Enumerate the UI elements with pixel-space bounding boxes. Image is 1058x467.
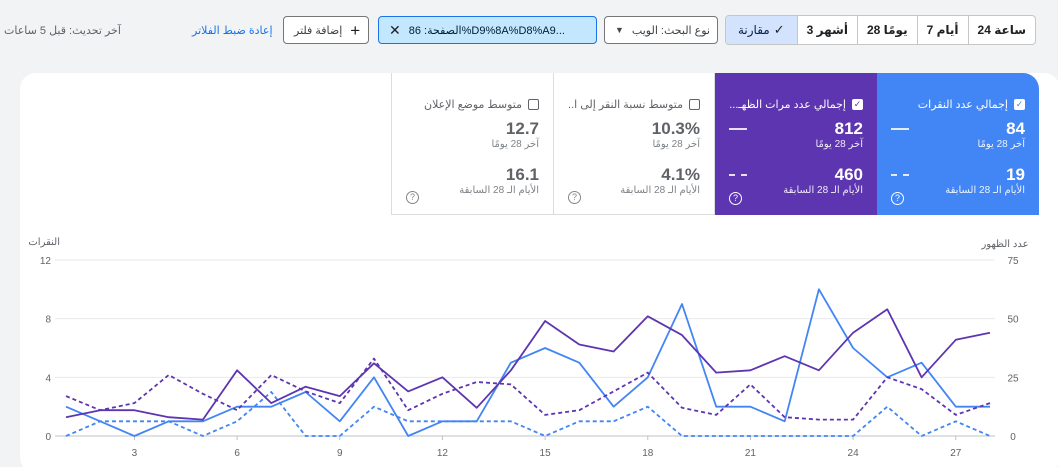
page-filter-chip[interactable]: ✕ الصفحة: 86%D9%8A%D8%A9... [378, 16, 597, 44]
metric-current: 84 آخر 28 يومًا [891, 119, 1025, 159]
last-update-text: آخر تحديث: قبل 5 ساعات [4, 25, 121, 37]
add-filter-button[interactable]: إضافة فلتر + [283, 16, 369, 44]
metric-current-value: 812 [834, 119, 863, 138]
y-left-axis-label: النقرات [28, 237, 60, 248]
metric-title: إجمالي عدد النقرات [917, 98, 1008, 111]
dropdown-arrow-icon: ▼ [615, 25, 624, 35]
metric-previous-label: الأيام الـ 28 السابقة [783, 185, 863, 196]
performance-card: ✓ إجمالي عدد النقرات 84 آخر 28 يومًا 19 … [20, 73, 1058, 467]
metric-title: إجمالي عدد مرات الظهـ... [729, 98, 846, 111]
x-tick-label: 15 [540, 448, 552, 459]
metric-previous-value: 19 [1006, 165, 1025, 184]
compare-button[interactable]: مقارنة ✓ [725, 16, 797, 44]
y-right-tick-label: 0 [1010, 432, 1016, 443]
range-28d[interactable]: 28 يومًا [856, 16, 917, 44]
metric-header: متوسط نسبة النقر إلى ا... [568, 95, 700, 113]
y-left-tick-label: 8 [45, 315, 51, 326]
y-left-tick-label: 4 [45, 373, 51, 384]
metric-previous-value: 16.1 [505, 165, 539, 184]
x-tick-label: 18 [642, 448, 654, 459]
range-24h[interactable]: 24 ساعة [967, 16, 1035, 44]
chart-ticks: 0 4 8 12 0 25 50 75 3 6 9 12 15 18 21 24 27 [40, 256, 1019, 459]
metric-average-position[interactable]: متوسط موضع الإعلان 12.7 آخر 28 يومًا 16.… [391, 73, 553, 215]
range-3m[interactable]: 3 أشهر [796, 16, 857, 44]
help-icon[interactable]: ? [891, 192, 904, 205]
solid-line-legend-icon [729, 128, 747, 130]
metric-current: 812 آخر 28 يومًا [729, 119, 863, 159]
y-right-axis-label: عدد الظهور [980, 239, 1028, 250]
y-left-tick-label: 12 [40, 256, 52, 267]
x-tick-label: 9 [337, 448, 343, 459]
metric-title: متوسط نسبة النقر إلى ا... [568, 98, 683, 111]
metric-current: 10.3% آخر 28 يومًا [568, 119, 700, 159]
y-right-tick-label: 50 [1007, 315, 1019, 326]
metric-header: متوسط موضع الإعلان [406, 95, 539, 113]
checkbox-checked-icon[interactable]: ✓ [852, 98, 863, 110]
metric-total-impressions[interactable]: ✓ إجمالي عدد مرات الظهـ... 812 آخر 28 يو… [715, 73, 877, 215]
dashed-line-legend-icon [729, 174, 747, 176]
metric-previous: 19 الأيام الـ 28 السابقة [891, 165, 1025, 205]
y-left-tick-label: 0 [45, 432, 51, 443]
dashed-line-legend-icon [891, 174, 909, 176]
clicks-previous-line [65, 391, 991, 437]
compare-label: مقارنة [737, 23, 770, 37]
x-tick-label: 3 [132, 448, 138, 459]
clicks-current-line [65, 288, 990, 437]
metric-header: ✓ إجمالي عدد النقرات [891, 95, 1025, 113]
check-icon: ✓ [773, 22, 785, 37]
y-right-tick-label: 25 [1007, 373, 1019, 384]
impressions-previous-line [65, 357, 991, 421]
metric-previous-value: 460 [834, 165, 863, 184]
help-icon[interactable]: ? [568, 191, 581, 204]
metric-current-label: آخر 28 يومًا [977, 139, 1025, 150]
page-filter-label: الصفحة: 86%D9%8A%D8%A9... [408, 24, 565, 37]
metric-current-value: 12.7 [505, 119, 539, 138]
checkbox-unchecked-icon[interactable] [689, 98, 700, 110]
metric-title: متوسط موضع الإعلان [424, 98, 522, 111]
metric-current-label: آخر 28 يومًا [652, 139, 700, 150]
x-tick-label: 24 [848, 448, 860, 459]
metric-previous-value: 4.1% [661, 165, 700, 184]
metric-current-label: آخر 28 يومًا [815, 139, 863, 150]
metric-previous: 4.1% الأيام الـ 28 السابقة [568, 165, 700, 205]
close-icon[interactable]: ✕ [389, 21, 401, 38]
solid-line-legend-icon [891, 128, 909, 130]
search-type-filter[interactable]: ▼ نوع البحث: الويب [604, 16, 718, 44]
impressions-current-line [65, 308, 991, 421]
metric-header: ✓ إجمالي عدد مرات الظهـ... [729, 95, 863, 113]
metric-current-value: 10.3% [651, 119, 700, 138]
chart-series [65, 288, 991, 437]
x-tick-label: 21 [745, 448, 757, 459]
range-7d[interactable]: 7 أيام [916, 16, 968, 44]
metric-current-value: 84 [1006, 119, 1025, 138]
performance-chart[interactable]: 0 4 8 12 0 25 50 75 3 6 9 12 15 18 21 24 27 النقرات عدد … [0, 233, 1058, 467]
help-icon[interactable]: ? [406, 191, 419, 204]
metric-previous: 16.1 الأيام الـ 28 السابقة [406, 165, 539, 205]
metric-previous-label: الأيام الـ 28 السابقة [620, 185, 700, 196]
x-tick-label: 12 [437, 448, 449, 459]
plus-icon: + [350, 20, 361, 40]
metric-previous: 460 الأيام الـ 28 السابقة [729, 165, 863, 205]
y-right-tick-label: 75 [1007, 256, 1019, 267]
add-filter-label: إضافة فلتر [294, 24, 343, 37]
help-icon[interactable]: ? [729, 192, 742, 205]
search-type-label: نوع البحث: الويب [631, 24, 710, 37]
x-tick-label: 6 [234, 448, 240, 459]
metric-average-ctr[interactable]: متوسط نسبة النقر إلى ا... 10.3% آخر 28 ي… [553, 73, 715, 215]
reset-filters-link[interactable]: إعادة ضبط الفلاتر [192, 25, 273, 37]
date-range-selector: 24 ساعة 7 أيام 28 يومًا 3 أشهر مقارنة ✓ [724, 15, 1036, 45]
metric-previous-label: الأيام الـ 28 السابقة [945, 185, 1025, 196]
metric-current: 12.7 آخر 28 يومًا [406, 119, 539, 159]
checkbox-checked-icon[interactable]: ✓ [1014, 98, 1025, 110]
checkbox-unchecked-icon[interactable] [528, 98, 539, 110]
x-tick-label: 27 [950, 448, 962, 459]
metric-previous-label: الأيام الـ 28 السابقة [459, 185, 539, 196]
top-toolbar: 24 ساعة 7 أيام 28 يومًا 3 أشهر مقارنة ✓ … [0, 0, 1058, 62]
metric-current-label: آخر 28 يومًا [491, 139, 539, 150]
metric-total-clicks[interactable]: ✓ إجمالي عدد النقرات 84 آخر 28 يومًا 19 … [877, 73, 1039, 215]
